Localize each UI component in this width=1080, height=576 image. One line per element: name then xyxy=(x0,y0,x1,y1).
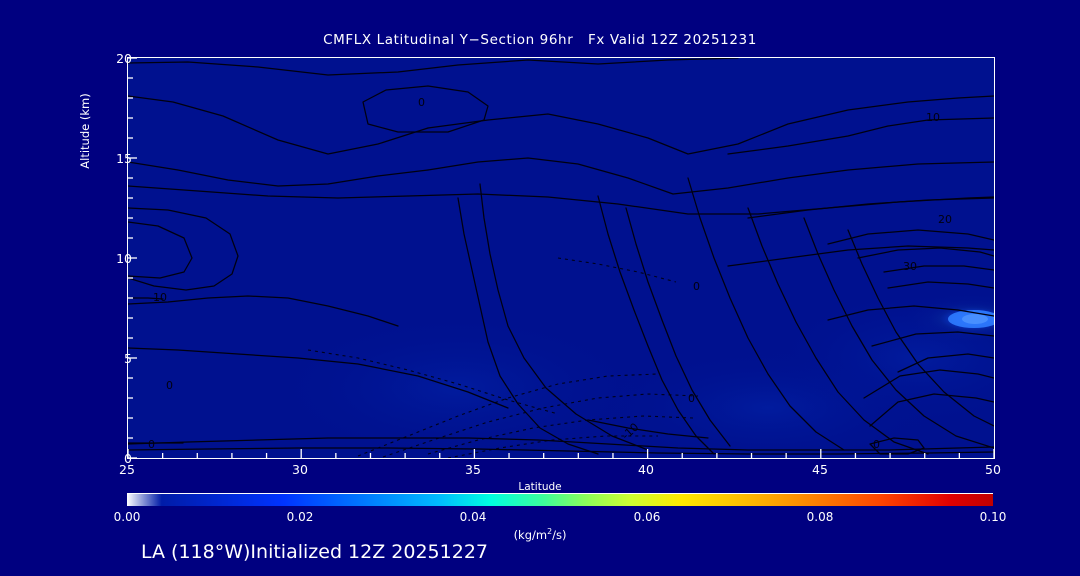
x-tick-label: 45 xyxy=(812,462,828,477)
y-tick-label: 15 xyxy=(116,151,132,166)
contour-label: 0 xyxy=(166,379,173,392)
units-prefix: (kg/m xyxy=(513,527,548,542)
x-axis-title: Latitude xyxy=(518,481,562,493)
colorbar-tick-label: 0.10 xyxy=(979,510,1007,524)
colorbar-tick-label: 0.02 xyxy=(286,510,314,524)
colorbar[interactable] xyxy=(127,493,993,506)
colorbar-tick-label: 0.06 xyxy=(633,510,661,524)
contour-label: 0 xyxy=(148,438,155,451)
colorbar-units: (kg/m2/s) xyxy=(0,527,1080,542)
colorbar-tick-label: 0.08 xyxy=(806,510,834,524)
colorbar-tick-label: 0.00 xyxy=(113,510,141,524)
contour-label: 0 xyxy=(693,280,700,293)
x-tick-label: 50 xyxy=(985,462,1001,477)
colorbar-tick-label: 0.04 xyxy=(459,510,487,524)
y-tick-label: 20 xyxy=(116,51,132,66)
x-tick-label: 25 xyxy=(119,462,135,477)
contour-label: 0 xyxy=(688,392,695,405)
y-tick-label: 5 xyxy=(124,351,132,366)
y-tick-label: 0 xyxy=(124,451,132,466)
x-tick-label: 35 xyxy=(465,462,481,477)
x-tick-label: 30 xyxy=(292,462,308,477)
footer-label: LA (118°W)Initialized 12Z 20251227 xyxy=(141,541,488,563)
contour-label: 30 xyxy=(903,260,917,273)
y-tick-label: 10 xyxy=(116,251,132,266)
units-suffix: /s) xyxy=(552,527,567,542)
contour-field: 0 0 0 10 10 20 30 -10 0 0 0 xyxy=(128,58,994,458)
page-title: CMFLX Latitudinal Y−Section 96hr Fx Vali… xyxy=(323,32,757,48)
colorbar-gradient xyxy=(127,493,993,506)
cross-section-plot[interactable]: 0 0 0 10 10 20 30 -10 0 0 0 xyxy=(127,57,995,459)
y-axis-title: Altitude (km) xyxy=(78,93,92,169)
contour-label: 0 xyxy=(873,438,880,451)
units-exponent: 2 xyxy=(547,527,553,536)
contour-label: 10 xyxy=(153,291,167,304)
x-tick-label: 40 xyxy=(638,462,654,477)
contour-label: 20 xyxy=(938,213,952,226)
contour-label: 10 xyxy=(926,111,940,124)
axis-ticks xyxy=(128,58,994,458)
contour-label: 0 xyxy=(418,96,425,109)
